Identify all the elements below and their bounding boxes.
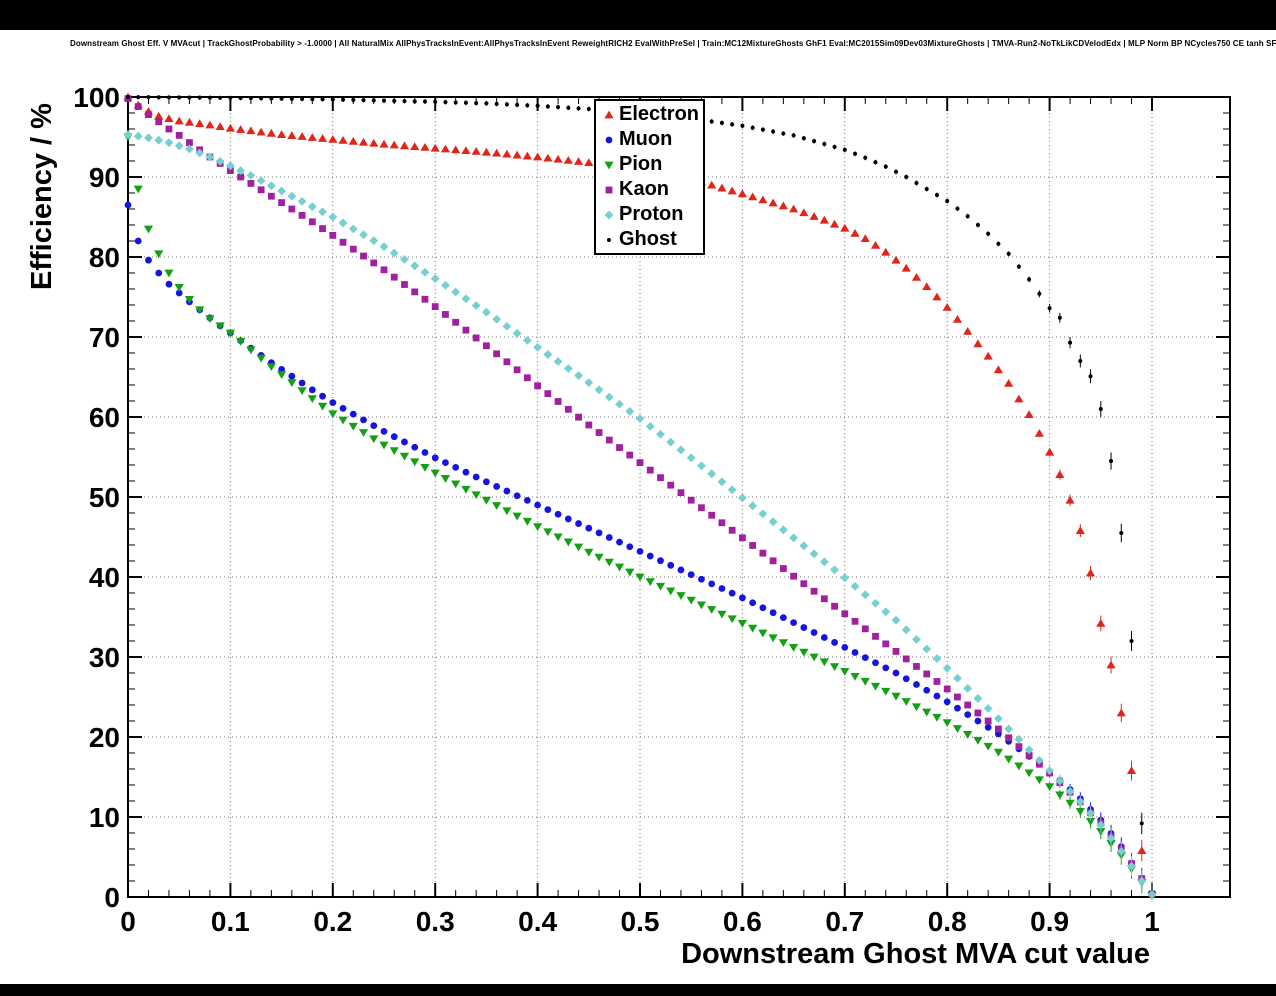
- legend-entry-proton: Proton: [599, 202, 699, 227]
- legend-label: Ghost: [619, 228, 677, 250]
- legend: Electron Muon Pion Kaon Proton Ghost: [594, 99, 706, 255]
- series-kaon: [124, 95, 1156, 898]
- legend-label: Proton: [619, 203, 684, 225]
- legend-label: Muon: [619, 128, 673, 150]
- y-tick-label-10: 10: [88, 802, 120, 833]
- top-border-bar: [0, 0, 1276, 30]
- plot-title: Downstream Ghost Eff. V MVAcut | TrackGh…: [70, 39, 1276, 48]
- y-tick-label-0: 0: [104, 882, 120, 913]
- x-tick-label-1: 1: [1144, 906, 1160, 937]
- legend-entry-muon: Muon: [599, 127, 699, 152]
- legend-label: Electron: [619, 103, 700, 125]
- kaon-marker-icon: [599, 181, 619, 199]
- legend-label: Kaon: [619, 178, 669, 200]
- ghost-marker-icon: [599, 231, 619, 249]
- y-tick-label-80: 80: [88, 242, 120, 273]
- x-tick-label-0.9: 0.9: [1030, 906, 1070, 937]
- muon-marker-icon: [599, 131, 619, 149]
- y-tick-label-40: 40: [88, 562, 120, 593]
- legend-entry-electron: Electron: [599, 102, 699, 127]
- bottom-border-bar: [0, 984, 1276, 996]
- x-tick-label-0: 0: [120, 906, 136, 937]
- y-tick-label-100: 100: [73, 82, 120, 113]
- y-tick-label-30: 30: [88, 642, 120, 673]
- x-tick-label-0.7: 0.7: [825, 906, 865, 937]
- y-tick-label-70: 70: [88, 322, 120, 353]
- x-tick-label-0.1: 0.1: [210, 906, 250, 937]
- series-proton: [123, 130, 1157, 899]
- x-tick-label-0.4: 0.4: [518, 906, 558, 937]
- y-tick-label-20: 20: [88, 722, 120, 753]
- legend-label: Pion: [619, 153, 663, 175]
- pion-marker-icon: [599, 156, 619, 174]
- electron-marker-icon: [599, 106, 619, 124]
- x-tick-label-0.2: 0.2: [313, 906, 353, 937]
- y-tick-label-60: 60: [88, 402, 120, 433]
- legend-entry-kaon: Kaon: [599, 177, 699, 202]
- x-axis-title: Downstream Ghost MVA cut value: [681, 938, 1150, 970]
- y-tick-label-50: 50: [88, 482, 120, 513]
- legend-entry-pion: Pion: [599, 152, 699, 177]
- x-tick-label-0.3: 0.3: [415, 906, 455, 937]
- x-tick-label-0.8: 0.8: [927, 906, 967, 937]
- x-tick-label-0.6: 0.6: [722, 906, 762, 937]
- x-tick-label-0.5: 0.5: [620, 906, 660, 937]
- legend-entry-ghost: Ghost: [599, 227, 699, 252]
- proton-marker-icon: [599, 206, 619, 224]
- y-tick-label-90: 90: [88, 162, 120, 193]
